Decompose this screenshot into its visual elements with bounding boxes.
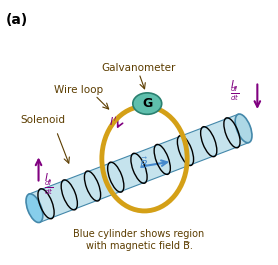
Text: $I,$: $I,$: [230, 78, 237, 91]
Text: $\frac{dI}{dt}$: $\frac{dI}{dt}$: [44, 178, 53, 197]
Ellipse shape: [235, 114, 252, 143]
Text: $\frac{dI}{dt}$: $\frac{dI}{dt}$: [230, 85, 239, 103]
Text: G: G: [142, 97, 152, 110]
Polygon shape: [29, 114, 249, 222]
Ellipse shape: [133, 93, 162, 114]
Text: (a): (a): [6, 13, 28, 27]
Text: $\vec{B}$: $\vec{B}$: [139, 155, 148, 171]
Text: $I'$: $I'$: [109, 115, 117, 128]
Text: $I,$: $I,$: [44, 171, 51, 184]
Text: Galvanometer: Galvanometer: [102, 63, 176, 73]
Text: Blue cylinder shows region
with magnetic field B⃗.: Blue cylinder shows region with magnetic…: [73, 229, 205, 251]
Text: Solenoid: Solenoid: [20, 115, 65, 125]
Ellipse shape: [26, 194, 43, 223]
Text: Wire loop: Wire loop: [54, 85, 103, 95]
